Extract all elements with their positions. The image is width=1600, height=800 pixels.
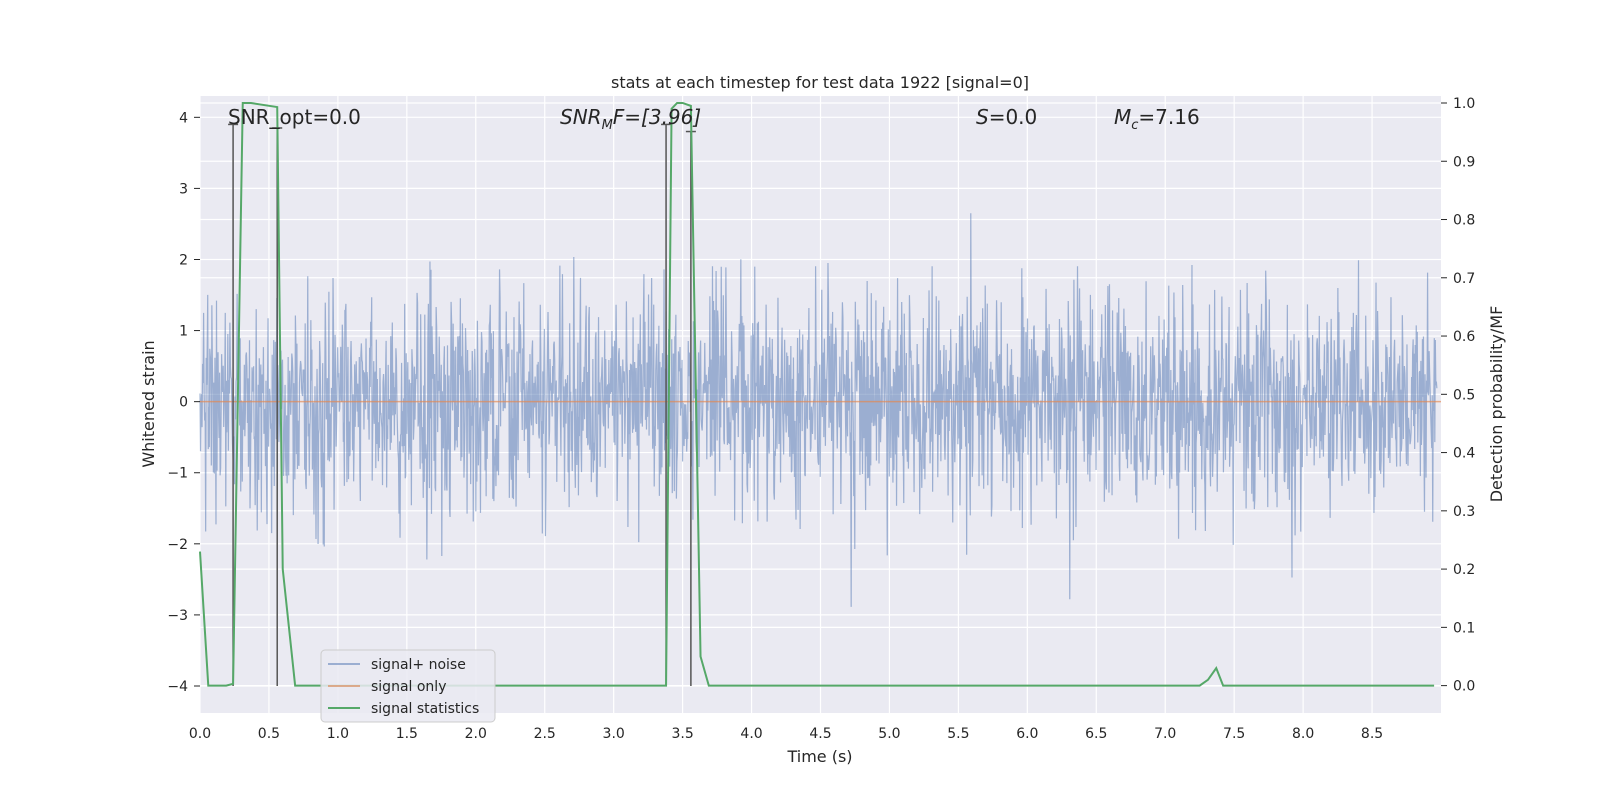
y-right-tick-label: 0.3 bbox=[1453, 504, 1475, 520]
signal-statistics-series bbox=[199, 101, 1435, 687]
annotation-s-rest: =0.0 bbox=[989, 105, 1038, 129]
x-tick-label: 6.5 bbox=[1085, 726, 1107, 742]
x-tick-label: 1.5 bbox=[396, 726, 418, 742]
y-right-tick-labels: 1.0 0.9 0.8 0.7 0.6 0.5 0.4 0.3 0.2 0.1 0.0 bbox=[1441, 96, 1475, 695]
y-right-tick-label: 0.0 bbox=[1453, 679, 1475, 695]
y-right-tick-label: 1.0 bbox=[1453, 96, 1475, 112]
x-tick-label: 1.0 bbox=[327, 726, 349, 742]
y-right-tick-label: 0.9 bbox=[1453, 154, 1475, 170]
annotation-s-symbol: S bbox=[976, 105, 989, 129]
x-tick-label: 6.0 bbox=[1016, 726, 1038, 742]
annotation-s: S=0.0 bbox=[976, 105, 1037, 129]
x-tick-label: 8.0 bbox=[1292, 726, 1314, 742]
y-left-tick-label: 4 bbox=[179, 110, 188, 126]
annotation-mc-symbol: M bbox=[1114, 105, 1131, 129]
x-tick-label: 2.0 bbox=[465, 726, 487, 742]
y-right-tick-label: 0.4 bbox=[1453, 446, 1475, 462]
y-left-tick-labels: 4 3 2 1 0 −1 −2 −3 −4 bbox=[167, 110, 200, 695]
x-tick-label: 4.0 bbox=[740, 726, 762, 742]
y-left-tick-label: 0 bbox=[179, 395, 188, 411]
x-axis-label: Time (s) bbox=[786, 747, 852, 766]
x-tick-label: 7.5 bbox=[1223, 726, 1245, 742]
y-right-tick-label: 0.6 bbox=[1453, 329, 1475, 345]
y-left-tick-label: −4 bbox=[167, 679, 188, 695]
x-tick-label: 0.0 bbox=[189, 726, 211, 742]
x-tick-label: 2.5 bbox=[534, 726, 556, 742]
x-tick-label: 7.0 bbox=[1154, 726, 1176, 742]
legend-box bbox=[320, 649, 496, 723]
legend-entry-signal-noise: signal+ noise bbox=[371, 657, 466, 673]
y-left-tick-label: −3 bbox=[167, 608, 188, 624]
legend-entry-signal-statistics: signal statistics bbox=[371, 701, 479, 717]
y-left-tick-label: −2 bbox=[167, 537, 188, 553]
annotation-mc-subscript: c bbox=[1131, 118, 1138, 133]
y-right-tick-label: 0.7 bbox=[1453, 271, 1475, 287]
y-left-tick-label: 3 bbox=[179, 181, 188, 197]
legend: signal+ noise signal only signal statist… bbox=[320, 649, 496, 723]
y-left-tick-label: 2 bbox=[179, 252, 188, 268]
x-tick-label: 3.5 bbox=[671, 726, 693, 742]
annotation-snr-mf: SNRMF=[3.96] bbox=[560, 105, 701, 133]
chart-title: stats at each timestep for test data 192… bbox=[611, 73, 1029, 92]
x-tick-label: 8.5 bbox=[1361, 726, 1383, 742]
x-tick-label: 3.0 bbox=[603, 726, 625, 742]
signal-noise-series bbox=[199, 213, 1438, 607]
y-left-tick-label: 1 bbox=[179, 324, 188, 340]
annotation-mc-rest: =7.16 bbox=[1138, 105, 1199, 129]
annotation-snr-mf-symbol: SNR bbox=[560, 105, 602, 129]
annotation-snr-mf-subscript: M bbox=[602, 118, 613, 133]
legend-entry-signal-only: signal only bbox=[371, 679, 446, 695]
y-right-tick-label: 0.1 bbox=[1453, 620, 1475, 636]
y-right-tick-label: 0.8 bbox=[1453, 213, 1475, 229]
x-tick-labels: 0.0 0.5 1.0 1.5 2.0 2.5 3.0 3.5 4.0 4.5 5.0 5.5 6.0 6… bbox=[189, 726, 1383, 742]
annotation-mc: Mc=7.16 bbox=[1114, 105, 1200, 133]
y-right-tick-label: 0.5 bbox=[1453, 387, 1475, 403]
y-right-tick-label: 0.2 bbox=[1453, 562, 1475, 578]
signal-statistics-line bbox=[199, 101, 1435, 687]
x-tick-label: 0.5 bbox=[258, 726, 280, 742]
y-right-axis-label: Detection probability/MF bbox=[1487, 306, 1506, 503]
annotation-snr-opt: SNR_opt=0.0 bbox=[228, 105, 361, 129]
y-left-axis-label: Whitened strain bbox=[139, 340, 158, 467]
y-left-tick-label: −1 bbox=[167, 466, 188, 482]
x-tick-label: 5.5 bbox=[947, 726, 969, 742]
annotation-snr-mf-rest: F=[3.96] bbox=[613, 105, 701, 129]
x-tick-label: 4.5 bbox=[809, 726, 831, 742]
x-tick-label: 5.0 bbox=[878, 726, 900, 742]
vertical-markers bbox=[228, 123, 696, 686]
signal-noise-line bbox=[199, 213, 1438, 607]
